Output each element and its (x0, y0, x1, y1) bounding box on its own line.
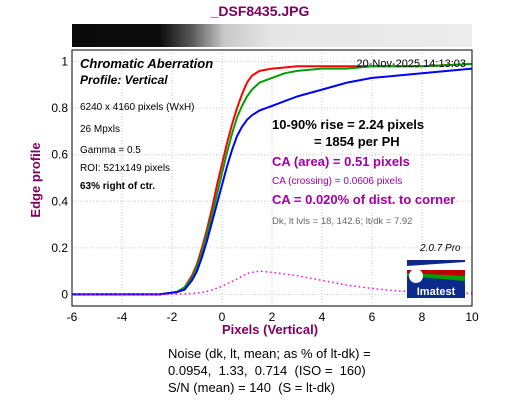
rise-line-2: = 1854 per PH (314, 134, 400, 149)
info-dimensions: 6240 x 4160 pixels (WxH) (80, 102, 195, 113)
x-tick-label: 0 (219, 310, 226, 324)
series-layer (72, 63, 473, 296)
ca-area: CA (area) = 0.51 pixels (272, 154, 410, 169)
noise-line-1: Noise (dk, lt, mean; as % of lt-dk) = (168, 346, 371, 361)
noise-line-2: 0.0954, 1.33, 0.714 (ISO = 160) (168, 363, 366, 378)
logo-sun-icon (409, 269, 423, 283)
x-tick-label: 2 (269, 310, 276, 324)
info-roi: ROI: 521x149 pixels (80, 163, 170, 174)
x-tick-label: -4 (117, 310, 128, 324)
y-tick-labels: 0 0.2 0.4 0.6 0.8 1 (51, 55, 68, 302)
series-line-1 (72, 63, 473, 296)
rise-line-1: 10-90% rise = 2.24 pixels (272, 117, 424, 132)
x-tick-labels: -6 -4 -2 0 2 4 6 8 10 (67, 310, 479, 324)
y-tick-label: 1 (61, 55, 68, 69)
levels-readout: Dk, lt lvls = 18, 142.6; lt/dk = 7.92 (272, 216, 412, 227)
plot-frame (71, 49, 473, 307)
chart-subtitle: Profile: Vertical (80, 73, 168, 87)
y-tick-label: 0.6 (51, 148, 68, 162)
y-tick-label: 0.8 (51, 101, 68, 115)
x-tick-label: 8 (419, 310, 426, 324)
info-gamma: Gamma = 0.5 (80, 145, 141, 156)
x-axis-label: Pixels (Vertical) (222, 322, 318, 337)
chart-title: Chromatic Aberration (80, 56, 213, 71)
ca-crossing: CA (crossing) = 0.0606 pixels (272, 176, 402, 187)
info-position: 63% right of ctr. (80, 181, 155, 192)
x-tick-label: 6 (369, 310, 376, 324)
file-title: _DSF8435.JPG (210, 3, 310, 19)
y-tick-label: 0.2 (51, 241, 68, 255)
x-tick-label: 10 (465, 310, 479, 324)
grid-lines (71, 50, 473, 306)
series-line-2 (72, 67, 473, 296)
noise-line-3: S/N (mean) = 140 (S = lt-dk) (168, 380, 335, 395)
x-tick-label: -6 (67, 310, 78, 324)
x-tick-label: -2 (167, 310, 178, 324)
info-mpxls: 26 Mpxls (80, 124, 120, 135)
ca-corner: CA = 0.020% of dist. to corner (272, 192, 455, 207)
y-tick-label: 0.4 (51, 194, 68, 208)
version-label: 2.0.7 Pro (419, 243, 461, 254)
y-axis-label: Edge profile (28, 142, 43, 217)
y-tick-label: 0 (61, 287, 68, 301)
timestamp: 20-Nov-2025 14:13:03 (357, 58, 466, 70)
x-tick-label: 4 (319, 310, 326, 324)
logo-text: Imatest (417, 286, 456, 298)
edge-gradient-strip (72, 24, 472, 47)
imatest-logo: Imatest (407, 260, 465, 298)
